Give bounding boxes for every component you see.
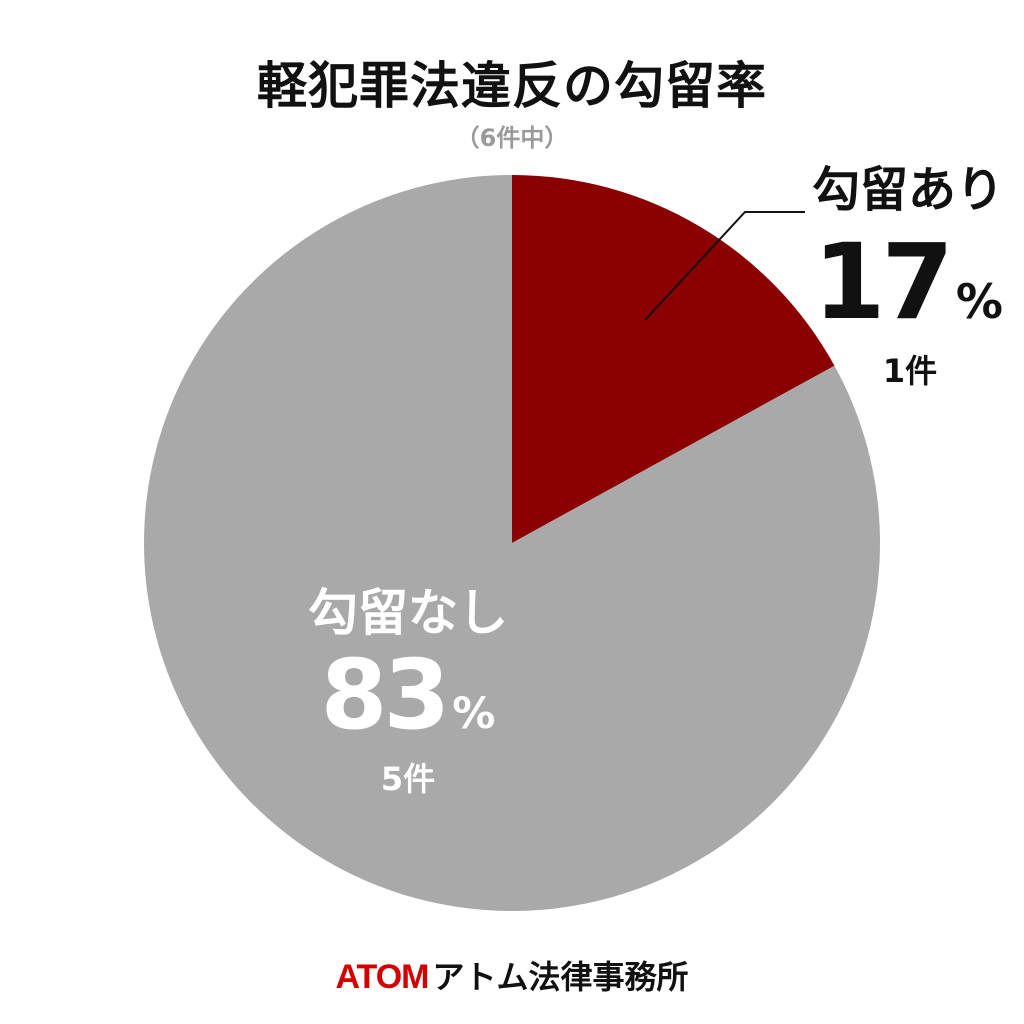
brand-logo: ATOM	[335, 958, 430, 996]
pie-slices	[144, 175, 880, 912]
slice-2-percent: 83%	[321, 639, 496, 751]
footer-logo: ATOM アトム法律事務所	[0, 952, 1024, 998]
chart-subtitle: （6件中）	[455, 124, 569, 152]
firm-name: アトム法律事務所	[432, 958, 689, 996]
slice-2-label: 勾留なし	[308, 584, 508, 642]
slice-1-count: 1件	[883, 352, 937, 390]
slice-2-count: 5件	[381, 760, 435, 798]
pie-slice-2	[144, 175, 880, 912]
slice-1-label: 勾留あり	[812, 162, 1004, 218]
slice-1-percent: 17%	[813, 221, 1003, 343]
leader-line	[644, 211, 805, 321]
chart-title: 軽犯罪法違反の勾留率	[257, 57, 767, 115]
pie-slice-1	[512, 175, 835, 543]
